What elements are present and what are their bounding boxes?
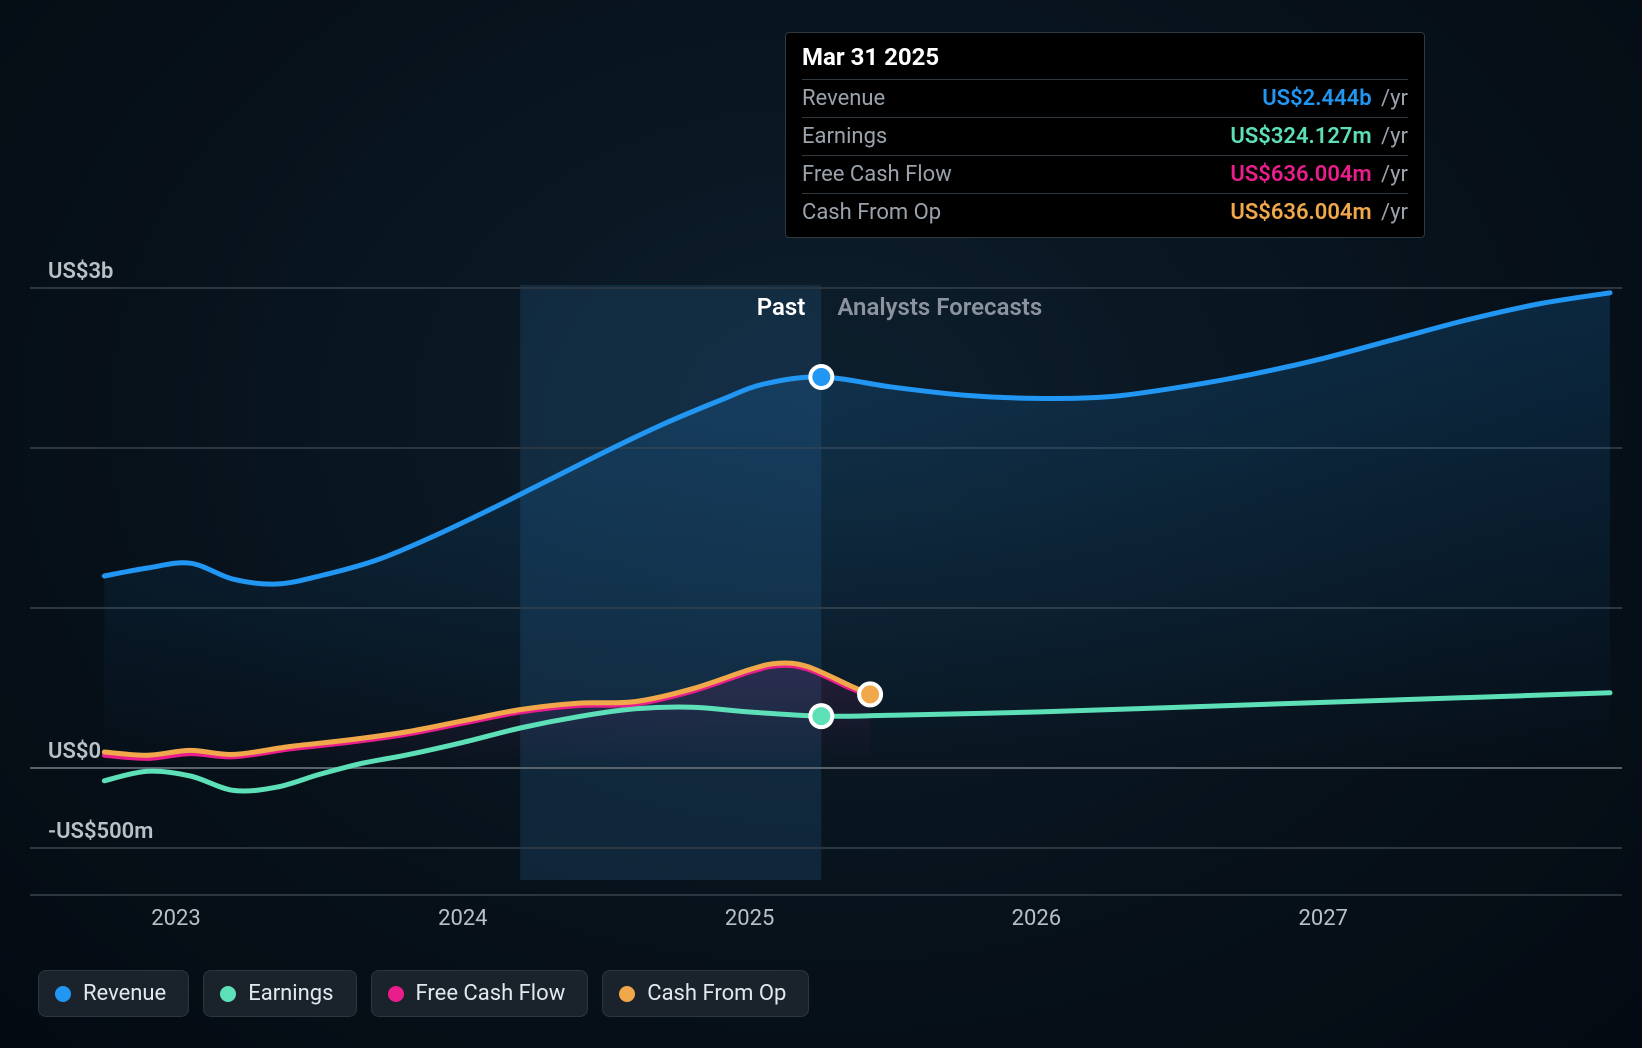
x-tick-label: 2023 [151, 906, 200, 931]
cash_from_op-color-dot [619, 986, 635, 1002]
x-tick-label: 2024 [438, 906, 487, 931]
tooltip-row-label: Cash From Op [802, 200, 941, 225]
financial-chart: US$3b US$0 -US$500m 2023 2024 2025 2026 2027 Pas… [0, 0, 1642, 1048]
y-tick-label: US$0 [48, 739, 101, 764]
legend-item-free_cash_flow[interactable]: Free Cash Flow [371, 970, 589, 1017]
legend-item-earnings[interactable]: Earnings [203, 970, 356, 1017]
series-marker-revenue [810, 366, 832, 388]
tooltip-row-value: US$2.444b [1262, 86, 1371, 111]
earnings-color-dot [220, 986, 236, 1002]
legend-item-label: Cash From Op [647, 981, 786, 1006]
tooltip-row-value: US$636.004m [1230, 162, 1371, 187]
tooltip-row-suffix: /yr [1376, 162, 1408, 187]
legend-item-revenue[interactable]: Revenue [38, 970, 189, 1017]
y-tick-label: US$3b [48, 259, 113, 284]
legend-item-label: Earnings [248, 981, 333, 1006]
series-marker-earnings [810, 705, 832, 727]
legend-item-label: Revenue [83, 981, 166, 1006]
x-tick-label: 2027 [1298, 906, 1347, 931]
tooltip-row-suffix: /yr [1376, 86, 1408, 111]
y-tick-label: -US$500m [48, 819, 153, 844]
tooltip-row: Free Cash Flow US$636.004m /yr [802, 155, 1408, 193]
tooltip-row: Earnings US$324.127m /yr [802, 117, 1408, 155]
past-label: Past [757, 293, 806, 321]
series-marker-cash_from_op [859, 683, 881, 705]
tooltip-row-suffix: /yr [1376, 124, 1408, 149]
tooltip-row: Cash From Op US$636.004m /yr [802, 193, 1408, 231]
legend-item-label: Free Cash Flow [416, 981, 566, 1006]
tooltip-row: Revenue US$2.444b /yr [802, 79, 1408, 117]
revenue-color-dot [55, 986, 71, 1002]
forecast-label: Analysts Forecasts [837, 293, 1042, 321]
tooltip-row-label: Revenue [802, 86, 885, 111]
free_cash_flow-color-dot [388, 986, 404, 1002]
tooltip-row-suffix: /yr [1376, 200, 1408, 225]
tooltip-row-value: US$324.127m [1230, 124, 1371, 149]
chart-legend: Revenue Earnings Free Cash Flow Cash From O… [38, 970, 809, 1017]
x-tick-label: 2026 [1012, 906, 1061, 931]
x-tick-label: 2025 [725, 906, 774, 931]
tooltip-row-value: US$636.004m [1230, 200, 1371, 225]
tooltip-row-label: Earnings [802, 124, 887, 149]
tooltip-date: Mar 31 2025 [802, 43, 1408, 79]
legend-item-cash_from_op[interactable]: Cash From Op [602, 970, 809, 1017]
chart-tooltip: Mar 31 2025 RevenueUS$2.444b /yrEarnings… [785, 32, 1425, 238]
tooltip-row-label: Free Cash Flow [802, 162, 952, 187]
